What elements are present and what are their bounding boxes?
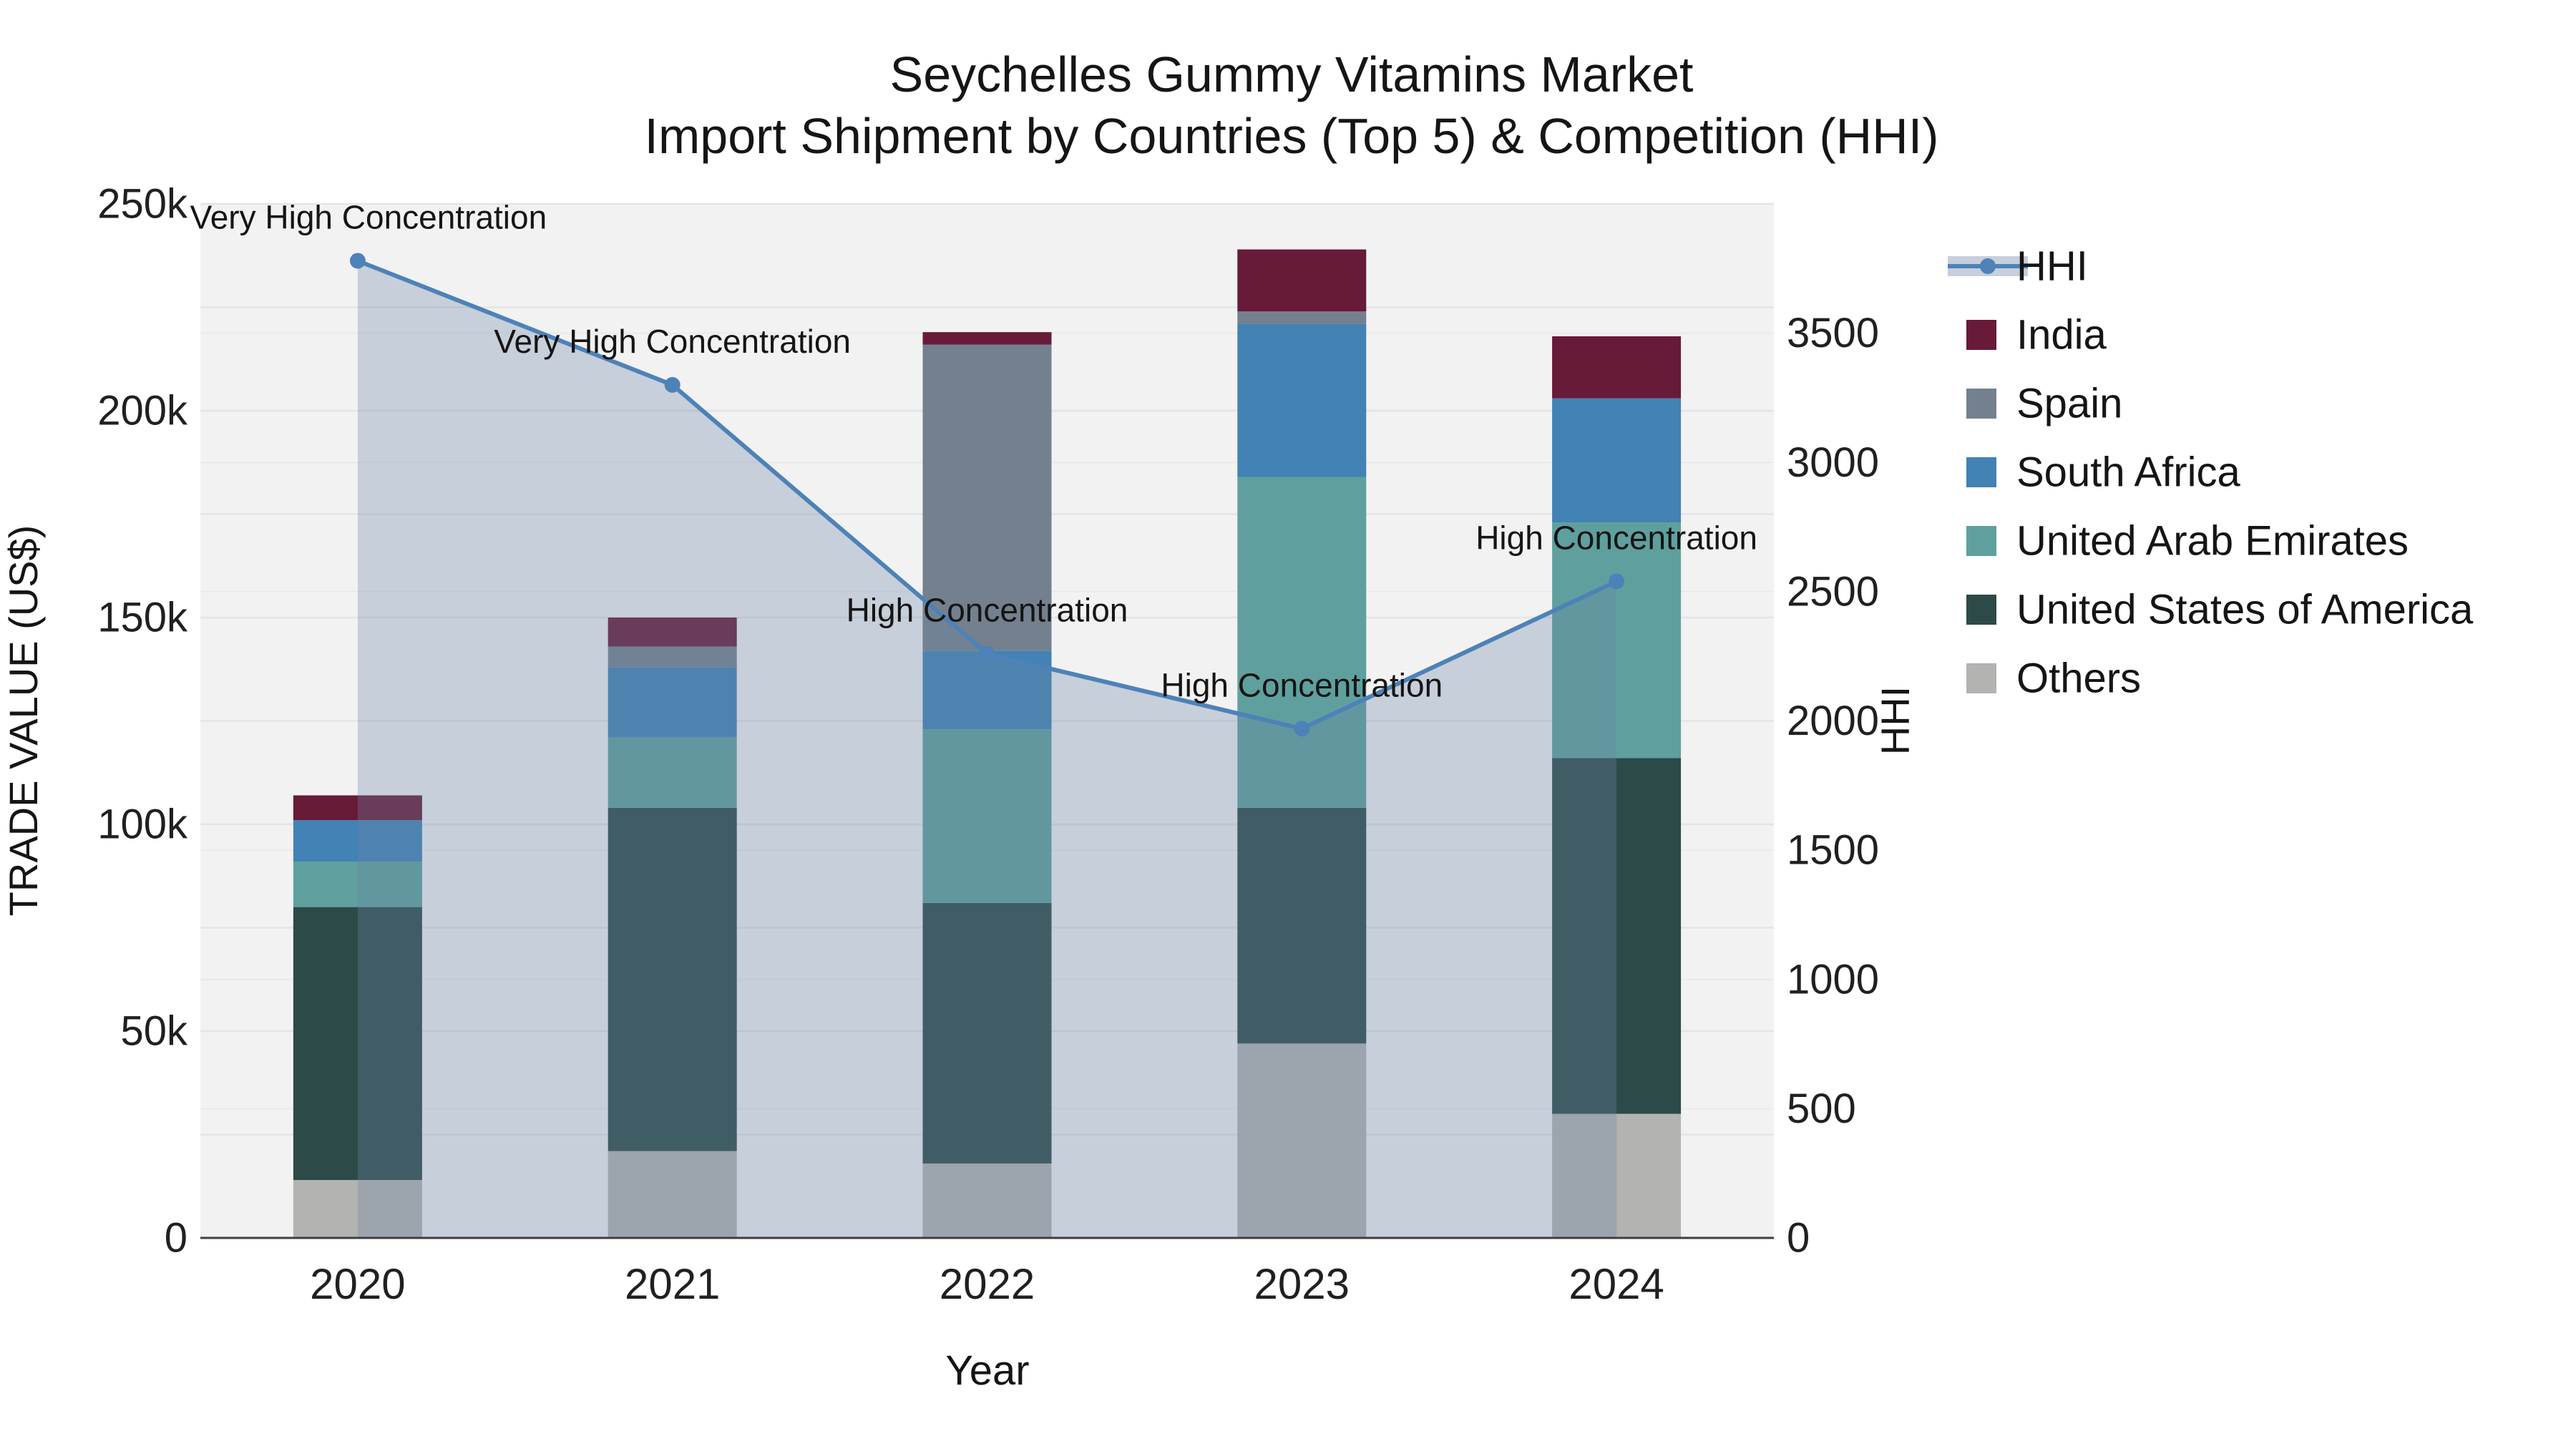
annotation-label: Very High Concentration (190, 198, 547, 235)
legend-label: South Africa (2016, 449, 2240, 496)
bar-segment-india-2021[interactable] (608, 618, 737, 647)
y-left-tick-label: 0 (165, 1215, 187, 1262)
legend-item-spain[interactable]: Spain (1966, 381, 2122, 427)
x-tick-label: 2022 (940, 1260, 1035, 1308)
hhi-marker-2020[interactable] (349, 253, 366, 269)
south-africa-swatch (1966, 457, 1996, 487)
uae-swatch (1966, 526, 1996, 556)
legend-item-india[interactable]: India (1966, 312, 2107, 358)
bar-segment-south-africa-2024[interactable] (1552, 398, 1682, 523)
usa-swatch (1966, 595, 1996, 625)
y-right-tick-label: 1000 (1787, 956, 1879, 1002)
others-swatch (1966, 663, 1996, 693)
bar-segment-india-2024[interactable] (1552, 336, 1682, 399)
annotation-label: High Concentration (1475, 519, 1757, 556)
legend-label: Others (2016, 655, 2141, 702)
y-left-tick-label: 150k (97, 595, 188, 641)
hhi-area-fill[interactable] (357, 260, 1617, 1239)
legend-item-united-arab-emirates[interactable]: United Arab Emirates (1966, 518, 2409, 565)
bar-segment-spain-2021[interactable] (608, 646, 737, 668)
india-swatch (1966, 320, 1996, 350)
bar-segment-united-states-of-america-2024[interactable] (1552, 758, 1682, 1114)
y-right-tick-label: 3000 (1787, 439, 1879, 486)
legend-label: India (2016, 312, 2107, 358)
bar-segment-others-2024[interactable] (1552, 1113, 1682, 1238)
y-left-tick-label: 100k (97, 801, 188, 848)
y-right-tick-label: 500 (1787, 1085, 1856, 1132)
annotation-label: Very High Concentration (494, 323, 851, 360)
y-right-axis-title: HHI (1873, 686, 1918, 755)
bar-segment-south-africa-2021[interactable] (608, 667, 737, 738)
legend: HHI India Spain South Africa United Arab… (1948, 243, 2474, 702)
stacked-bars (293, 249, 1682, 1238)
bar-segment-others-2021[interactable] (608, 1151, 737, 1238)
legend-label: United States of America (2016, 587, 2474, 633)
bar-segment-others-2022[interactable] (922, 1163, 1052, 1238)
y-left-tick-label: 50k (120, 1008, 188, 1055)
bar-segment-united-states-of-america-2021[interactable] (608, 807, 737, 1151)
x-tick-label: 2021 (625, 1260, 720, 1308)
y-left-axis-title: TRADE VALUE (US$) (1, 525, 46, 917)
annotation-label: High Concentration (1161, 666, 1443, 703)
bar-segment-united-states-of-america-2022[interactable] (922, 902, 1052, 1163)
bar-segment-united-arab-emirates-2024[interactable] (1552, 522, 1682, 758)
axis-ticks: 0 50k 100k 150k 200k 250k 0 500 1000 1500 2000 2500… (97, 181, 1879, 1309)
hhi-marker-2023[interactable] (1294, 721, 1310, 737)
bar-segment-south-africa-2023[interactable] (1237, 323, 1367, 477)
x-axis-title: Year (945, 1347, 1029, 1394)
legend-label: Spain (2016, 381, 2122, 427)
chart-title-line2: Import Shipment by Countries (Top 5) & C… (645, 108, 1939, 164)
y-left-tick-label: 200k (97, 388, 188, 434)
hhi-marker-2022[interactable] (979, 645, 995, 662)
annotation-label: High Concentration (847, 592, 1128, 629)
chart-title-line1: Seychelles Gummy Vitamins Market (890, 47, 1694, 102)
legend-item-hhi[interactable]: HHI (1948, 243, 2088, 290)
hhi-area (357, 260, 1617, 1239)
y-right-tick-label: 0 (1787, 1215, 1810, 1262)
spain-swatch (1966, 389, 1996, 419)
legend-item-south-africa[interactable]: South Africa (1966, 449, 2240, 496)
x-tick-label: 2023 (1254, 1260, 1350, 1308)
legend-item-usa[interactable]: United States of America (1966, 587, 2474, 633)
x-tick-label: 2024 (1568, 1260, 1664, 1308)
bar-segment-united-states-of-america-2020[interactable] (293, 907, 422, 1181)
hhi-marker-2021[interactable] (664, 376, 680, 393)
hhi-marker-icon (1980, 258, 1996, 274)
hhi-line (349, 253, 1625, 737)
y-left-tick-label: 250k (97, 181, 188, 228)
bar-segment-spain-2023[interactable] (1237, 311, 1367, 324)
y-right-tick-label: 1500 (1787, 827, 1879, 874)
annotations: Very High Concentration Very High Concent… (190, 198, 1757, 703)
bar-segment-spain-2022[interactable] (922, 344, 1052, 651)
bar-segment-india-2022[interactable] (922, 332, 1052, 345)
bar-segment-united-arab-emirates-2020[interactable] (293, 862, 422, 907)
y-right-tick-label: 3500 (1787, 310, 1879, 356)
legend-label: HHI (2016, 243, 2088, 290)
bar-segment-united-arab-emirates-2022[interactable] (922, 729, 1052, 903)
bar-segment-united-arab-emirates-2021[interactable] (608, 737, 737, 808)
legend-item-others[interactable]: Others (1966, 655, 2141, 702)
y-right-tick-label: 2000 (1787, 698, 1879, 744)
bar-segment-others-2020[interactable] (293, 1180, 422, 1238)
bar-segment-united-arab-emirates-2023[interactable] (1237, 477, 1367, 808)
y-right-tick-label: 2500 (1787, 568, 1879, 615)
bar-segment-others-2023[interactable] (1237, 1043, 1367, 1238)
bar-segment-south-africa-2020[interactable] (293, 820, 422, 862)
legend-label: United Arab Emirates (2016, 518, 2409, 565)
bar-segment-united-states-of-america-2023[interactable] (1237, 807, 1367, 1044)
hhi-marker-2024[interactable] (1609, 573, 1625, 590)
x-tick-label: 2020 (310, 1260, 405, 1308)
bar-segment-india-2020[interactable] (293, 795, 422, 821)
bar-segment-india-2023[interactable] (1237, 249, 1367, 312)
